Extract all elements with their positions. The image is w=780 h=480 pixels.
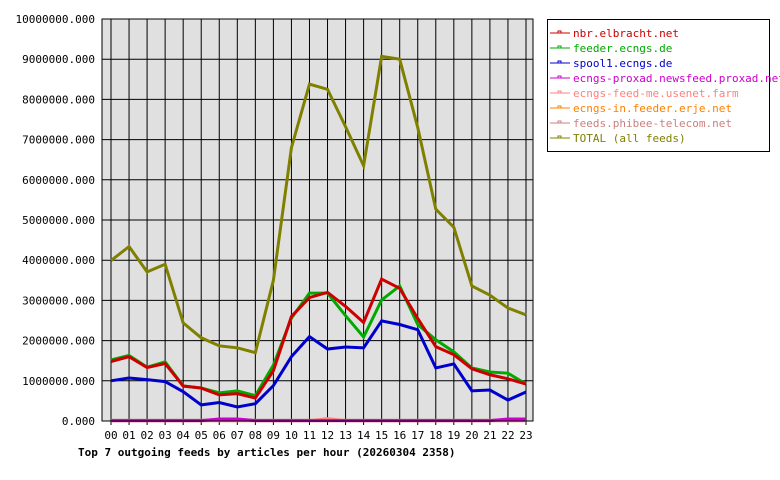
legend: nbr.elbracht.net feeder.ecngs.de spool1.ec… <box>547 19 780 152</box>
series-line-2 <box>110 319 527 409</box>
y-tick-label: 5000000.000 <box>22 214 95 227</box>
x-tick-label: 19 <box>447 429 460 442</box>
legend-entry: feeder.ecngs.de <box>573 42 672 55</box>
x-tick-label: 22 <box>501 429 514 442</box>
x-axis: 00 01 02 03 04 05 06 07 08 09 10 11 12 13 14 15 16 17 18 19… <box>104 429 532 442</box>
series-line-0 <box>110 277 527 400</box>
x-tick-label: 09 <box>267 429 280 442</box>
x-tick-label: 18 <box>429 429 442 442</box>
x-tick-label: 23 <box>519 429 532 442</box>
legend-marker <box>557 75 562 79</box>
y-tick-label: 8000000.000 <box>22 93 95 106</box>
x-tick-label: 13 <box>339 429 352 442</box>
legend-marker <box>557 120 562 124</box>
chart-title: Top 7 outgoing feeds by articles per hou… <box>78 446 456 459</box>
series-line-7 <box>110 54 527 355</box>
x-tick-label: 14 <box>357 429 371 442</box>
y-tick-label: 7000000.000 <box>22 134 95 147</box>
y-tick-label: 3000000.000 <box>22 294 95 307</box>
plot-border <box>101 18 534 422</box>
x-tick-label: 15 <box>375 429 388 442</box>
legend-marker <box>557 60 562 64</box>
y-axis: 0.000 1000000.000 2000000.000 3000000.000 40… <box>16 13 95 428</box>
legend-entry: nbr.elbracht.net <box>573 27 679 40</box>
legend-entry: ecngs-feed-me.usenet.farm <box>573 87 739 100</box>
legend-marker <box>557 30 562 34</box>
legend-entry: ecngs-in.feeder.erje.net <box>573 102 732 115</box>
x-tick-label: 12 <box>321 429 334 442</box>
x-tick-label: 20 <box>465 429 478 442</box>
legend-marker <box>557 105 562 109</box>
x-tick-label: 05 <box>195 429 208 442</box>
x-tick-label: 01 <box>122 429 135 442</box>
y-tick-label: 9000000.000 <box>22 53 95 66</box>
x-tick-label: 17 <box>411 429 424 442</box>
y-tick-label: 6000000.000 <box>22 174 95 187</box>
legend-entry: spool1.ecngs.de <box>573 57 672 70</box>
x-tick-label: 21 <box>483 429 496 442</box>
legend-marker <box>557 135 562 139</box>
x-tick-label: 02 <box>140 429 153 442</box>
x-tick-label: 03 <box>159 429 172 442</box>
legend-entry: TOTAL (all feeds) <box>573 132 686 145</box>
legend-marker <box>557 90 562 94</box>
x-tick-label: 10 <box>285 429 298 442</box>
x-tick-label: 00 <box>104 429 117 442</box>
x-tick-label: 11 <box>303 429 316 442</box>
x-tick-label: 07 <box>231 429 244 442</box>
y-tick-label: 4000000.000 <box>22 254 95 267</box>
x-tick-label: 08 <box>249 429 262 442</box>
x-tick-label: 06 <box>213 429 226 442</box>
x-tick-label: 04 <box>177 429 191 442</box>
y-tick-label: 10000000.000 <box>16 13 95 26</box>
legend-box <box>547 19 770 152</box>
legend-marker <box>557 45 562 49</box>
legend-entry: feeds.phibee-telecom.net <box>573 117 732 130</box>
y-tick-label: 2000000.000 <box>22 335 95 348</box>
y-tick-label: 1000000.000 <box>22 375 95 388</box>
series-line-3 <box>111 417 526 423</box>
x-tick-label: 16 <box>393 429 406 442</box>
y-tick-label: 0.000 <box>62 415 95 428</box>
legend-entry: ecngs-proxad.newsfeed.proxad.net <box>573 72 780 85</box>
